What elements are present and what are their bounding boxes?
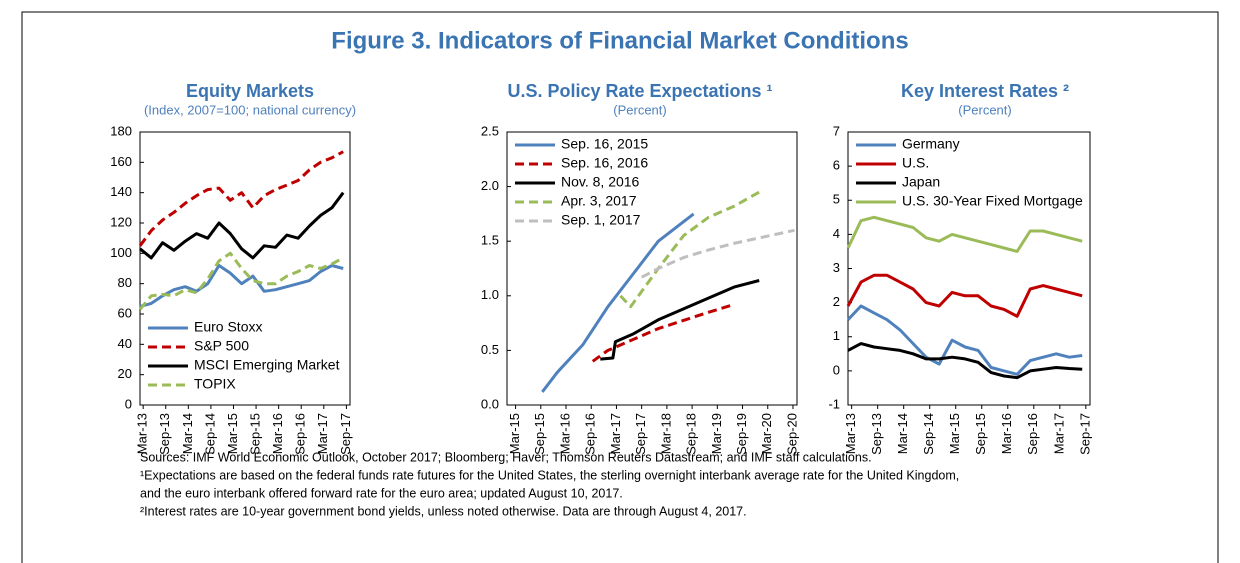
chart-title: Key Interest Rates ² xyxy=(901,81,1069,101)
series-line xyxy=(846,215,1083,253)
x-tick-label: Sep-15 xyxy=(532,413,547,455)
y-tick-label: 1.5 xyxy=(481,233,499,248)
series-line xyxy=(600,279,760,361)
x-tick-label: Sep-16 xyxy=(1025,413,1040,455)
x-tick-label: Sep-15 xyxy=(973,413,988,455)
y-tick-label: 1 xyxy=(833,328,840,343)
legend-label: Sep. 16, 2016 xyxy=(561,155,648,171)
y-tick-label: 2 xyxy=(833,294,840,309)
x-tick-label: Mar-15 xyxy=(507,413,522,454)
x-tick-label: Mar-14 xyxy=(895,413,910,454)
x-tick-label: Mar-16 xyxy=(999,413,1014,454)
y-tick-label: 5 xyxy=(833,192,840,207)
y-tick-label: 7 xyxy=(833,123,840,138)
series-line xyxy=(139,264,344,308)
x-tick-label: Sep-17 xyxy=(1077,413,1092,455)
x-tick-label: Sep-15 xyxy=(248,413,263,455)
legend-label: TOPIX xyxy=(194,376,236,392)
chart-title: U.S. Policy Rate Expectations ¹ xyxy=(507,81,772,101)
x-tick-label: Sep-17 xyxy=(338,413,353,455)
legend-label: U.S. xyxy=(902,155,929,171)
chart-subtitle: (Percent) xyxy=(958,102,1011,117)
series-line xyxy=(591,303,735,363)
x-tick-label: Mar-17 xyxy=(608,413,623,454)
x-tick-label: Mar-17 xyxy=(1051,413,1066,454)
y-tick-label: 0 xyxy=(125,396,132,411)
footnote: and the euro interbank offered forward r… xyxy=(140,486,623,500)
y-tick-label: 40 xyxy=(118,336,132,351)
x-tick-label: Mar-16 xyxy=(557,413,572,454)
series-line xyxy=(847,342,1083,380)
y-tick-label: 160 xyxy=(110,154,132,169)
x-tick-label: Sep-14 xyxy=(921,413,936,455)
y-tick-label: 6 xyxy=(833,158,840,173)
x-tick-label: Sep-17 xyxy=(633,413,648,455)
plot-frame xyxy=(506,131,798,406)
footnote: Sources: IMF World Economic Outlook, Oct… xyxy=(140,450,872,464)
x-tick-label: Mar-14 xyxy=(180,413,195,454)
y-tick-label: 120 xyxy=(110,214,132,229)
series-line xyxy=(138,251,344,311)
legend-label: Euro Stoxx xyxy=(194,319,262,335)
legend-label: Sep. 16, 2015 xyxy=(561,136,648,152)
y-tick-label: 100 xyxy=(110,245,132,260)
legend-label: Sep. 1, 2017 xyxy=(561,212,641,228)
chart-title: Equity Markets xyxy=(186,81,314,101)
x-tick-label: Mar-18 xyxy=(658,413,673,454)
legend-label: Germany xyxy=(902,136,960,152)
legend-label: Nov. 8, 2016 xyxy=(561,174,640,190)
x-tick-label: Sep-18 xyxy=(684,413,699,455)
legend-label: U.S. 30-Year Fixed Mortgage xyxy=(902,193,1083,209)
x-tick-label: Sep-16 xyxy=(293,413,308,455)
x-tick-label: Sep-16 xyxy=(583,413,598,455)
series-line xyxy=(846,273,1083,318)
x-tick-label: Mar-13 xyxy=(135,413,150,454)
y-tick-label: 0.0 xyxy=(481,396,499,411)
y-tick-label: 0.5 xyxy=(481,342,499,357)
y-tick-label: 180 xyxy=(110,123,132,138)
legend-label: S&P 500 xyxy=(194,338,249,354)
x-tick-label: Mar-15 xyxy=(225,413,240,454)
figure-title: Figure 3. Indicators of Financial Market… xyxy=(331,27,908,54)
chart-subtitle: (Index, 2007=100; national currency) xyxy=(144,102,356,117)
y-tick-label: 60 xyxy=(118,305,132,320)
y-tick-label: 20 xyxy=(118,366,132,381)
x-tick-label: Mar-16 xyxy=(270,413,285,454)
footnote: ¹Expectations are based on the federal f… xyxy=(140,468,959,482)
plot-frame xyxy=(847,131,1091,406)
y-tick-label: -1 xyxy=(828,396,840,411)
x-tick-label: Sep-20 xyxy=(784,413,799,455)
x-tick-label: Mar-13 xyxy=(843,413,858,454)
y-tick-label: 140 xyxy=(110,184,132,199)
x-tick-label: Mar-15 xyxy=(947,413,962,454)
x-tick-label: Mar-19 xyxy=(709,413,724,454)
x-tick-label: Sep-19 xyxy=(734,413,749,455)
series-line xyxy=(541,212,695,393)
y-tick-label: 2.5 xyxy=(481,123,499,138)
series-line xyxy=(619,190,760,309)
y-tick-label: 0 xyxy=(833,362,840,377)
plot-frame xyxy=(139,131,351,406)
x-tick-label: Mar-17 xyxy=(315,413,330,454)
series-line xyxy=(846,304,1083,376)
series-line xyxy=(138,150,344,247)
legend-label: Japan xyxy=(902,174,940,190)
y-tick-label: 4 xyxy=(833,226,840,241)
series-line xyxy=(139,191,345,260)
chart-subtitle: (Percent) xyxy=(613,102,666,117)
frame xyxy=(21,11,1219,563)
x-tick-label: Sep-13 xyxy=(869,413,884,455)
y-tick-label: 1.0 xyxy=(481,287,499,302)
x-tick-label: Mar-20 xyxy=(759,413,774,454)
legend-label: Apr. 3, 2017 xyxy=(561,193,637,209)
footnote: ²Interest rates are 10-year government b… xyxy=(140,504,747,518)
legend-label: MSCI Emerging Market xyxy=(194,357,340,373)
y-tick-label: 80 xyxy=(118,275,132,290)
series-line xyxy=(641,228,795,279)
x-tick-label: Sep-13 xyxy=(157,413,172,455)
y-tick-label: 3 xyxy=(833,260,840,275)
y-tick-label: 2.0 xyxy=(481,178,499,193)
x-tick-label: Sep-14 xyxy=(202,413,217,455)
